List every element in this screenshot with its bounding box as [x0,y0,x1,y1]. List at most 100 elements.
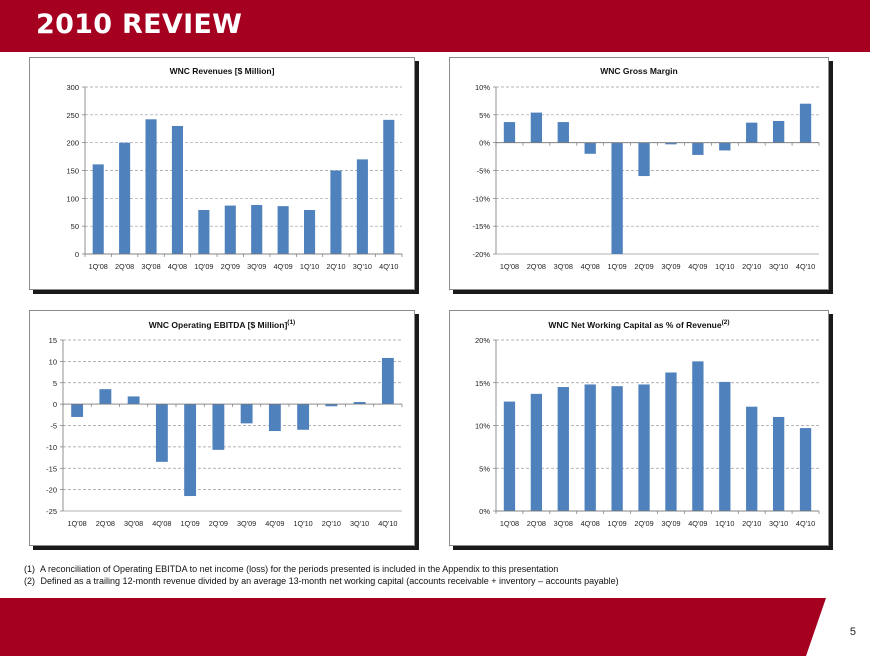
bar [127,396,140,405]
chart-title: WNC Operating EBITDA [$ Million](1) [149,319,295,330]
bar [99,389,112,405]
x-tick-label: 1Q'09 [608,519,627,528]
x-tick-label: 4Q'10 [379,262,398,271]
y-tick-label: 10% [475,422,490,431]
bar [325,404,338,407]
y-tick-label: -10 [46,443,57,452]
x-tick-label: 4Q'08 [581,519,600,528]
y-tick-label: 10% [475,83,490,92]
bar [584,142,596,154]
y-tick-label: 200 [66,139,79,148]
x-tick-label: 4Q'09 [688,262,707,271]
bar [240,404,253,424]
y-tick-label: -5 [50,422,57,431]
bar [198,210,210,254]
y-tick-label: 5 [53,379,57,388]
bar [719,142,731,151]
bar [212,404,225,450]
chart-title: WNC Gross Margin [600,66,677,76]
x-tick-label: 3Q'09 [661,519,680,528]
bar [251,205,263,254]
x-tick-label: 2Q'08 [96,519,115,528]
x-tick-label: 1Q'09 [608,262,627,271]
bar [530,393,543,511]
bar [330,170,342,254]
y-tick-label: 50 [71,222,79,231]
y-tick-label: 250 [66,111,79,120]
y-tick-label: 5% [479,111,490,120]
bar [303,210,316,254]
bar [557,122,569,143]
bar [799,428,812,511]
footnotes: (1) A reconciliation of Operating EBITDA… [24,563,619,587]
revenues-chart: WNC Revenues [$ Million] 0 50 100 150 200 250 3… [66,66,403,271]
chart-title: WNC Revenues [$ Million] [170,66,275,76]
footnote-1-number: (1) [24,564,35,574]
operating-ebitda-chart: WNC Operating EBITDA [$ Million](1) -25 -2… [46,319,403,528]
footnote-2: (2) Defined as a trailing 12-month reven… [24,575,619,587]
bar [746,406,758,511]
x-tick-label: 3Q'08 [124,519,143,528]
y-tick-label: -20% [472,250,490,259]
x-tick-label: 1Q'09 [194,262,213,271]
x-tick-label: 1Q'10 [715,519,734,528]
y-tick-label: -15 [46,464,57,473]
bar [277,206,289,254]
footnote-2-number: (2) [24,576,35,586]
page-number: 5 [849,626,856,638]
x-tick-label: 3Q'09 [661,262,680,271]
x-tick-label: 2Q'09 [221,262,240,271]
x-tick-label: 2Q'10 [742,262,761,271]
bar [268,404,281,432]
bar [530,112,543,143]
bar [356,159,368,254]
bar [746,122,758,143]
y-tick-label: 150 [66,167,79,176]
x-tick-label: 3Q'09 [247,262,266,271]
bar [665,372,677,511]
x-tick-label: 3Q'08 [141,262,160,271]
bar [503,401,516,511]
x-tick-label: 4Q'10 [796,519,815,528]
x-tick-label: 4Q'08 [152,519,171,528]
bar [155,404,168,462]
x-tick-label: 4Q'08 [581,262,600,271]
bar [383,119,395,254]
y-tick-label: -20 [46,486,57,495]
x-tick-label: 4Q'09 [265,519,284,528]
bar [224,205,236,254]
bar [119,142,131,254]
bar [171,125,184,254]
footer-red-band [0,598,826,656]
y-tick-label: -10% [472,194,490,203]
revenues-chart-panel: WNC Revenues [$ Million] 0 50 100 150 200 250 3… [29,57,415,290]
y-tick-label: 0% [479,139,490,148]
bar [799,103,812,143]
y-tick-label: 0% [479,507,490,516]
y-tick-label: 5% [479,464,490,473]
y-tick-label: -25 [46,507,57,516]
x-tick-label: 2Q'08 [527,519,546,528]
x-tick-label: 3Q'09 [237,519,256,528]
bar [692,361,704,511]
y-tick-label: 15% [475,379,490,388]
chart-title: WNC Net Working Capital as % of Revenue(… [548,319,729,330]
header-background [0,0,870,52]
x-tick-label: 4Q'09 [688,519,707,528]
x-tick-label: 2Q'10 [326,262,345,271]
x-tick-label: 3Q'10 [769,262,788,271]
x-tick-label: 3Q'08 [554,519,573,528]
bar [381,357,394,405]
x-tick-label: 2Q'10 [742,519,761,528]
x-tick-label: 2Q'10 [322,519,341,528]
footer-shape [0,598,826,656]
x-tick-label: 1Q'08 [89,262,108,271]
bar [665,142,677,145]
x-tick-label: 1Q'09 [181,519,200,528]
bar [557,387,569,511]
x-tick-label: 2Q'08 [527,262,546,271]
header-red-band [0,0,870,52]
x-tick-label: 1Q'10 [300,262,319,271]
x-tick-label: 3Q'08 [554,262,573,271]
net-working-capital-chart: WNC Net Working Capital as % of Revenue(… [475,319,820,528]
